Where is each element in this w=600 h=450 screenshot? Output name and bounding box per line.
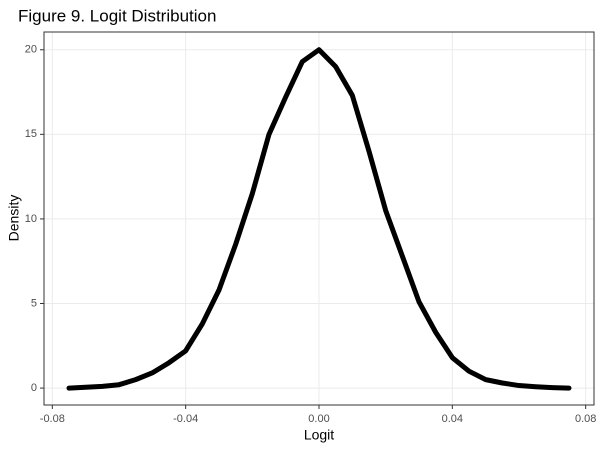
- y-tick-label: 20: [25, 44, 37, 56]
- x-tick-label: 0.00: [308, 413, 329, 425]
- x-tick-label: 0.08: [575, 413, 596, 425]
- x-tick-label: 0.04: [442, 413, 463, 425]
- y-tick-label: 15: [25, 128, 37, 140]
- panel-border: [43, 31, 595, 406]
- y-tick-label: 5: [31, 297, 37, 309]
- density-line: [66, 47, 572, 391]
- chart-title: Figure 9. Logit Distribution: [18, 6, 216, 25]
- y-tick-label: 10: [25, 213, 37, 225]
- y-tick-label: 0: [31, 382, 37, 394]
- x-tick-label: -0.04: [173, 413, 198, 425]
- y-axis-label: Density: [6, 195, 22, 242]
- x-tick-label: -0.08: [40, 413, 65, 425]
- x-axis-label: Logit: [304, 427, 334, 443]
